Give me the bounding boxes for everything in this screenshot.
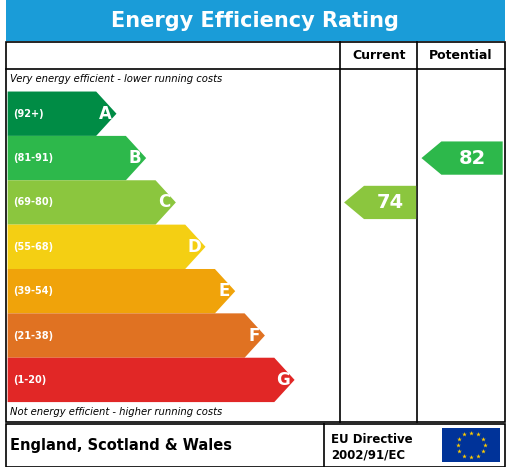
Text: (39-54): (39-54) bbox=[13, 286, 53, 296]
Text: Very energy efficient - lower running costs: Very energy efficient - lower running co… bbox=[10, 74, 222, 84]
Text: D: D bbox=[187, 238, 201, 256]
Text: EU Directive: EU Directive bbox=[331, 432, 413, 446]
Polygon shape bbox=[8, 180, 176, 225]
Bar bbox=[6, 0, 505, 41]
Polygon shape bbox=[8, 313, 265, 358]
Text: G: G bbox=[276, 371, 290, 389]
Bar bbox=[442, 428, 500, 462]
Text: (69-80): (69-80) bbox=[13, 198, 53, 207]
Text: (21-38): (21-38) bbox=[13, 331, 53, 340]
Text: 82: 82 bbox=[459, 149, 486, 168]
Text: 2002/91/EC: 2002/91/EC bbox=[331, 448, 406, 461]
Text: C: C bbox=[159, 193, 171, 212]
Bar bbox=[6, 42, 505, 422]
Text: E: E bbox=[218, 282, 230, 300]
Text: A: A bbox=[99, 105, 112, 123]
Text: 74: 74 bbox=[377, 193, 404, 212]
Polygon shape bbox=[8, 358, 295, 402]
Text: (81-91): (81-91) bbox=[13, 153, 53, 163]
Text: England, Scotland & Wales: England, Scotland & Wales bbox=[10, 438, 232, 453]
Polygon shape bbox=[8, 92, 117, 136]
Bar bbox=[6, 424, 505, 467]
Polygon shape bbox=[8, 136, 146, 180]
Polygon shape bbox=[8, 225, 206, 269]
Text: (55-68): (55-68) bbox=[13, 242, 53, 252]
Polygon shape bbox=[344, 186, 416, 219]
Text: (92+): (92+) bbox=[13, 109, 43, 119]
Text: (1-20): (1-20) bbox=[13, 375, 46, 385]
Polygon shape bbox=[421, 142, 503, 175]
Text: F: F bbox=[248, 326, 260, 345]
Text: Potential: Potential bbox=[429, 49, 492, 62]
Text: B: B bbox=[129, 149, 142, 167]
Text: Current: Current bbox=[352, 49, 406, 62]
Polygon shape bbox=[8, 269, 235, 313]
Text: Energy Efficiency Rating: Energy Efficiency Rating bbox=[110, 11, 399, 30]
Text: Not energy efficient - higher running costs: Not energy efficient - higher running co… bbox=[10, 407, 222, 417]
